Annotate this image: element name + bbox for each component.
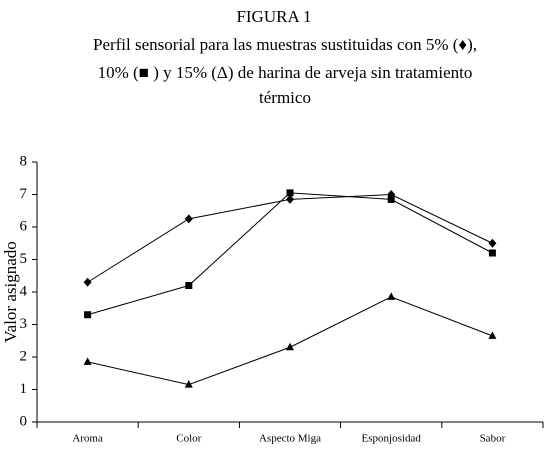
chart-title: FIGURA 1 (236, 7, 311, 26)
x-tick-label: Esponjosidad (362, 433, 422, 445)
series-line (87, 296, 493, 386)
point (184, 380, 193, 388)
x-tick-label: Color (176, 433, 201, 445)
y-tick-label: 0 (20, 413, 28, 429)
y-tick-label: 8 (20, 153, 28, 169)
point (387, 195, 395, 203)
series-line (87, 193, 493, 283)
chart-subtitle: Perfil sensorial para las muestras susti… (93, 35, 477, 54)
point (488, 331, 497, 339)
chart-subtitle: 10% (■ ) y 15% (Δ) de harina de arveja s… (98, 63, 473, 82)
point (286, 342, 294, 351)
y-tick-label: 1 (20, 381, 28, 397)
point (184, 214, 193, 224)
point (83, 277, 92, 287)
point (83, 357, 92, 365)
point (488, 249, 496, 257)
y-tick-label: 4 (20, 283, 28, 299)
y-tick-label: 2 (20, 348, 28, 364)
point (286, 194, 294, 204)
y-tick-label: 5 (20, 251, 28, 267)
x-tick-label: Aroma (72, 433, 103, 445)
y-tick-label: 7 (20, 186, 28, 202)
point (488, 238, 497, 248)
x-tick-label: Aspecto Miga (259, 433, 321, 445)
point (84, 311, 92, 319)
y-tick-label: 6 (20, 218, 28, 234)
series-line (87, 192, 493, 316)
y-tick-label: 3 (20, 316, 28, 332)
x-tick-label: Sabor (480, 433, 506, 445)
y-axis-label: Valor asignado (1, 241, 20, 343)
point (286, 189, 294, 197)
chart-subtitle: térmico (259, 88, 311, 107)
point (387, 292, 396, 300)
point (185, 282, 193, 289)
